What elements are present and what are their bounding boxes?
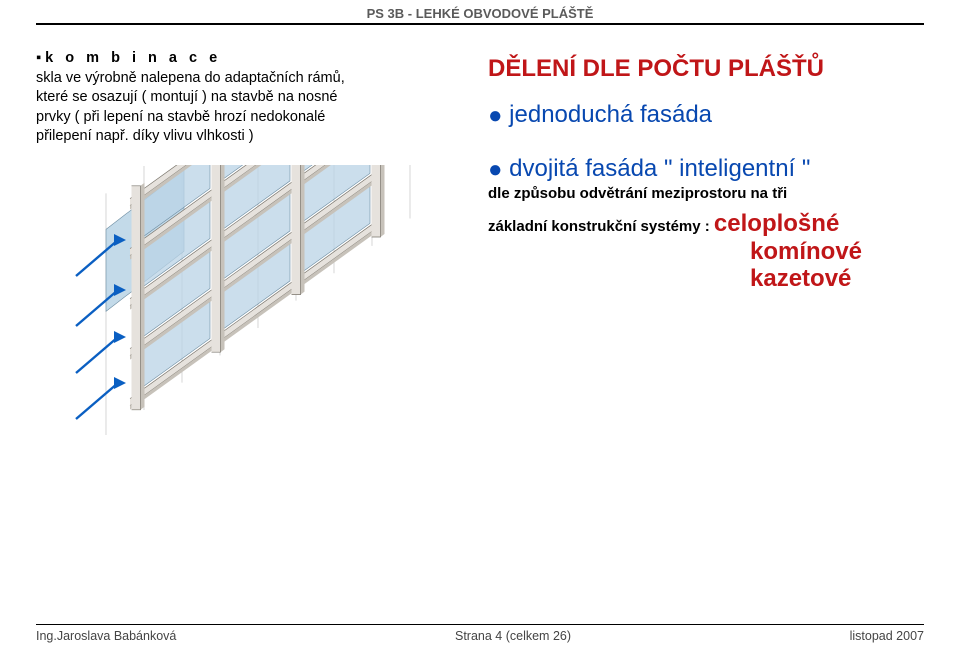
bullet-dot-icon: ● xyxy=(488,102,503,129)
page: PS 3B - LEHKÉ OBVODOVÉ PLÁŠTĚ ▪ k o m b … xyxy=(0,0,960,657)
system-1: celoplošné xyxy=(714,210,839,237)
item2-text: dvojitá fasáda " inteligentní " xyxy=(509,155,810,182)
item1-text: jednoduchá fasáda xyxy=(509,101,712,128)
left-column: ▪ k o m b i n a c e skla ve výrobně nale… xyxy=(36,49,476,435)
header-rule xyxy=(36,23,924,25)
note-line-4: přilepení např. díky vlivu vlhkosti ) xyxy=(36,128,254,144)
section-heading: DĚLENÍ DLE POČTU PLÁŠŤŮ xyxy=(488,55,924,83)
systems-label: základní konstrukční systémy : xyxy=(488,218,714,235)
square-bullet-icon: ▪ xyxy=(36,50,41,66)
systems-line-1: základní konstrukční systémy : celoplošn… xyxy=(488,210,924,238)
note-line-2: které se osazují ( montují ) na stavbě n… xyxy=(36,89,337,105)
system-3: kazetové xyxy=(488,265,924,293)
footer-date: listopad 2007 xyxy=(850,629,924,643)
facade-diagram xyxy=(36,165,476,435)
footer-rule xyxy=(36,624,924,626)
facade-diagram-svg xyxy=(36,165,446,435)
list-item-single-facade: ● jednoduchá fasáda xyxy=(488,101,924,129)
right-column: DĚLENÍ DLE POČTU PLÁŠŤŮ ● jednoduchá fas… xyxy=(488,49,924,435)
item2-subtext: dle způsobu odvětrání meziprostoru na tř… xyxy=(488,185,924,202)
note-keyword: k o m b i n a c e xyxy=(45,50,221,66)
footer-page: Strana 4 (celkem 26) xyxy=(455,629,571,643)
page-header-title: PS 3B - LEHKÉ OBVODOVÉ PLÁŠTĚ xyxy=(36,0,924,23)
system-2: komínové xyxy=(488,238,924,266)
footer-author: Ing.Jaroslava Babánková xyxy=(36,629,176,643)
page-footer: Ing.Jaroslava Babánková Strana 4 (celkem… xyxy=(36,624,924,644)
note-line-3: prvky ( při lepení na stavbě hrozí nedok… xyxy=(36,109,325,125)
note-block: ▪ k o m b i n a c e skla ve výrobně nale… xyxy=(36,49,476,147)
footer-row: Ing.Jaroslava Babánková Strana 4 (celkem… xyxy=(36,629,924,643)
content-row: ▪ k o m b i n a c e skla ve výrobně nale… xyxy=(36,49,924,435)
note-line-1: skla ve výrobně nalepena do adaptačních … xyxy=(36,70,345,86)
bullet-dot-icon: ● xyxy=(488,156,503,183)
list-item-double-facade: ● dvojitá fasáda " inteligentní " xyxy=(488,155,924,183)
